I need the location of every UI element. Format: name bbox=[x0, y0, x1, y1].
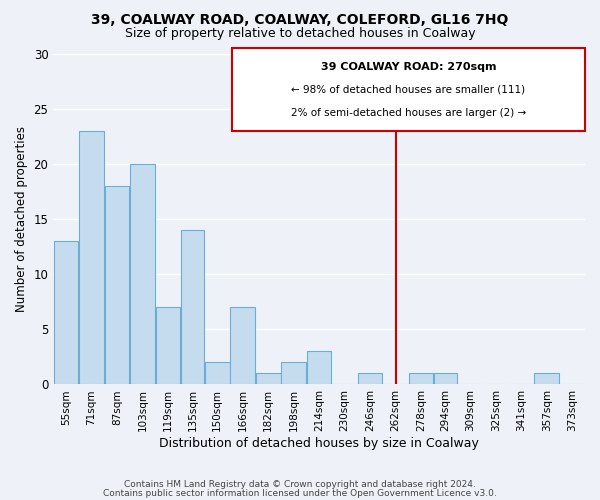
Bar bbox=[53, 241, 79, 384]
FancyBboxPatch shape bbox=[232, 48, 585, 131]
Text: Size of property relative to detached houses in Coalway: Size of property relative to detached ho… bbox=[125, 28, 475, 40]
Bar bbox=[104, 186, 130, 384]
Bar bbox=[307, 352, 331, 384]
Bar bbox=[358, 374, 382, 384]
Bar bbox=[281, 362, 306, 384]
Bar bbox=[79, 131, 104, 384]
Text: 39 COALWAY ROAD: 270sqm: 39 COALWAY ROAD: 270sqm bbox=[320, 62, 496, 72]
Text: 2% of semi-detached houses are larger (2) →: 2% of semi-detached houses are larger (2… bbox=[290, 108, 526, 118]
Bar bbox=[181, 230, 204, 384]
Y-axis label: Number of detached properties: Number of detached properties bbox=[15, 126, 28, 312]
Text: 39, COALWAY ROAD, COALWAY, COLEFORD, GL16 7HQ: 39, COALWAY ROAD, COALWAY, COLEFORD, GL1… bbox=[91, 12, 509, 26]
Text: Contains HM Land Registry data © Crown copyright and database right 2024.: Contains HM Land Registry data © Crown c… bbox=[124, 480, 476, 489]
Bar bbox=[256, 374, 281, 384]
Bar bbox=[130, 164, 155, 384]
Text: ← 98% of detached houses are smaller (111): ← 98% of detached houses are smaller (11… bbox=[291, 84, 526, 94]
Bar bbox=[535, 374, 559, 384]
Bar bbox=[205, 362, 230, 384]
Bar bbox=[409, 374, 433, 384]
Text: Contains public sector information licensed under the Open Government Licence v3: Contains public sector information licen… bbox=[103, 488, 497, 498]
Bar bbox=[434, 374, 457, 384]
Bar bbox=[155, 308, 180, 384]
X-axis label: Distribution of detached houses by size in Coalway: Distribution of detached houses by size … bbox=[159, 437, 479, 450]
Bar bbox=[230, 308, 255, 384]
